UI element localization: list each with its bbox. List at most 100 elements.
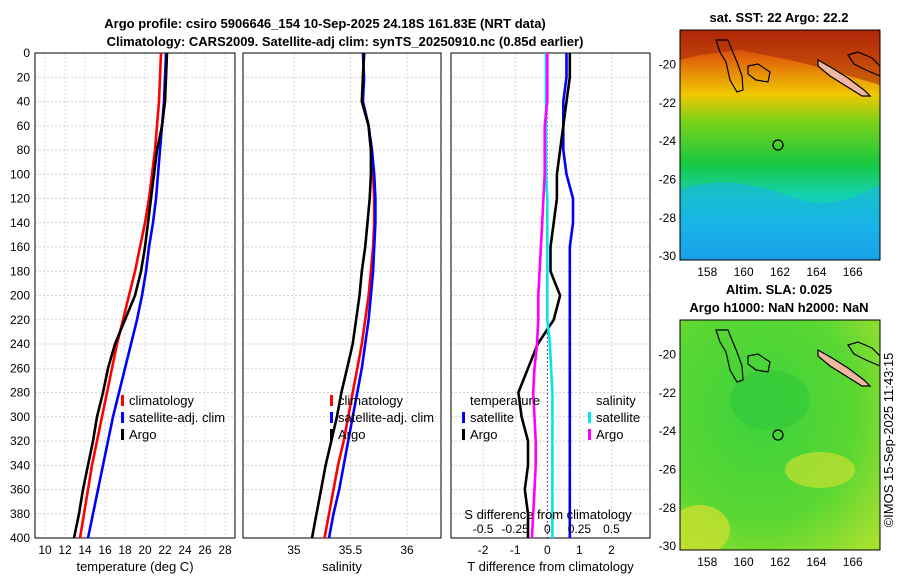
legend-label-argo: Argo	[129, 427, 156, 442]
y-tick-label: 360	[10, 483, 30, 497]
series-line-argo	[310, 52, 373, 539]
x-tick-label: 22	[158, 543, 172, 557]
x-tick-label: 2	[608, 543, 615, 557]
sst-map	[679, 29, 881, 261]
map-lat-tick-label: -24	[659, 134, 677, 148]
map-lon-tick-label: 166	[843, 265, 863, 279]
temperature-profile-panel: 0 20 40 60 80 100 120 140 160 180 200 220 240 260 280 3…	[10, 46, 236, 574]
reef-outline-2	[747, 63, 771, 83]
map-lat-tick-label: -20	[659, 58, 677, 72]
series-line-argo	[72, 52, 169, 539]
salinity-legend: climatology satellite-adj. clim Argo	[330, 393, 434, 442]
legend-swatch-satellite	[121, 412, 124, 423]
reef-outline-1	[715, 39, 744, 93]
imos-timestamp: ©IMOS 15-Sep-2025 11:43:15	[881, 353, 896, 528]
map-lon-tick-label: 164	[806, 265, 826, 279]
x-tick-label: 35	[287, 543, 301, 557]
legend-label-t-satellite: satellite	[470, 410, 514, 425]
y-tick-label: 100	[10, 167, 30, 181]
sla-map-ticks: 158 160 162 164 166 -20 -22 -24 -26 -28 -30	[659, 348, 863, 570]
series-line-temperature-argo	[517, 53, 572, 538]
reef-outline-3	[847, 51, 880, 77]
map-lon-tick-label: 158	[697, 265, 717, 279]
y-tick-label: 240	[10, 337, 30, 351]
new-caledonia-island	[817, 58, 872, 97]
x-tick-label: 14	[78, 543, 92, 557]
y-tick-label: 300	[10, 410, 30, 424]
temperature-legend: climatology satellite-adj. clim Argo	[121, 393, 225, 442]
sla-low-1	[730, 370, 810, 430]
x-axis-label: salinity	[322, 559, 362, 574]
map-lon-tick-label: 158	[697, 555, 717, 569]
s-difference-tick-label: 0.25	[568, 522, 592, 536]
float-marker-sla	[772, 429, 784, 441]
x-tick-label: 12	[58, 543, 72, 557]
legend-label-satellite: satellite-adj. clim	[338, 410, 434, 425]
sla-map-title-line1: Altim. SLA: 0.025	[726, 282, 832, 297]
x-tick-label: 10	[38, 543, 52, 557]
sst-map-title: sat. SST: 22 Argo: 22.2	[710, 10, 849, 25]
sla-map-frame	[679, 319, 881, 551]
legend-swatch-climatology	[121, 395, 124, 406]
title-line2: Climatology: CARS2009. Satellite-adj cli…	[107, 34, 584, 49]
legend-swatch-satellite	[330, 412, 333, 423]
y-tick-label: 0	[23, 46, 30, 60]
cool-patch	[680, 182, 880, 260]
reef-outline-3	[847, 341, 880, 367]
s-difference-tick-label: -0.5	[473, 522, 494, 536]
map-lat-tick-label: -30	[659, 539, 677, 553]
x-axis-label: T difference from climatology	[467, 559, 634, 574]
map-lat-tick-label: -28	[659, 211, 677, 225]
axes-frame	[450, 52, 651, 539]
map-lon-tick-label: 160	[734, 265, 754, 279]
x-tick-label: 1	[576, 543, 583, 557]
map-lat-tick-label: -22	[659, 386, 677, 400]
legend-swatch-climatology	[330, 395, 333, 406]
reef-outline-1	[715, 329, 744, 383]
map-lon-tick-label: 166	[843, 555, 863, 569]
x-tick-label: -1	[510, 543, 521, 557]
reef-outline-2	[747, 353, 771, 373]
legend-swatch-s-argo	[588, 429, 591, 440]
x-tick-label: 0	[544, 543, 551, 557]
sla-high-1	[680, 505, 730, 550]
y-tick-label: 340	[10, 458, 30, 472]
legend-heading-temperature: temperature	[470, 393, 540, 408]
x-tick-label: 35.5	[339, 543, 363, 557]
sst-map-frame	[679, 29, 881, 261]
map-lat-tick-label: -30	[659, 249, 677, 263]
y-tick-label: 140	[10, 216, 30, 230]
s-difference-ticks: -0.5 -0.25 0 0.25 0.5	[473, 522, 620, 536]
float-marker-sst	[772, 139, 784, 151]
x-axis-label: temperature (deg C)	[76, 559, 193, 574]
difference-legend: temperature satellite Argo salinity sate…	[462, 393, 640, 442]
x-tick-label: 16	[98, 543, 112, 557]
series-line-salinity-argo	[530, 53, 549, 539]
map-lat-tick-label: -26	[659, 463, 677, 477]
x-tick-label: 36	[400, 543, 414, 557]
legend-label-t-argo: Argo	[470, 427, 497, 442]
s-difference-tick-label: 0	[544, 522, 551, 536]
x-tick-label: 26	[198, 543, 212, 557]
x-tick-label: -2	[478, 543, 489, 557]
y-tick-label: 40	[17, 95, 31, 109]
y-tick-label: 120	[10, 192, 30, 206]
s-difference-label: S difference from climatology	[464, 507, 632, 522]
y-tick-label: 280	[10, 386, 30, 400]
y-tick-label: 400	[10, 531, 30, 545]
sst-map-ticks: 158 160 162 164 166 -20 -22 -24 -26 -28 -30	[659, 58, 863, 280]
axes-frame	[34, 52, 236, 539]
y-tick-label: 320	[10, 434, 30, 448]
legend-label-climatology: climatology	[338, 393, 404, 408]
legend-heading-salinity: salinity	[596, 393, 636, 408]
salinity-profile-panel: 35 35.5 36 salinity	[242, 52, 442, 574]
legend-label-s-satellite: satellite	[596, 410, 640, 425]
sla-high-2	[785, 452, 855, 488]
y-tick-label: 80	[17, 143, 31, 157]
x-tick-label: 20	[138, 543, 152, 557]
title-line1: Argo profile: csiro 5906646_154 10-Sep-2…	[104, 16, 546, 31]
new-caledonia-island	[817, 348, 872, 387]
sla-map	[679, 319, 881, 551]
legend-swatch-s-satellite	[588, 412, 591, 423]
